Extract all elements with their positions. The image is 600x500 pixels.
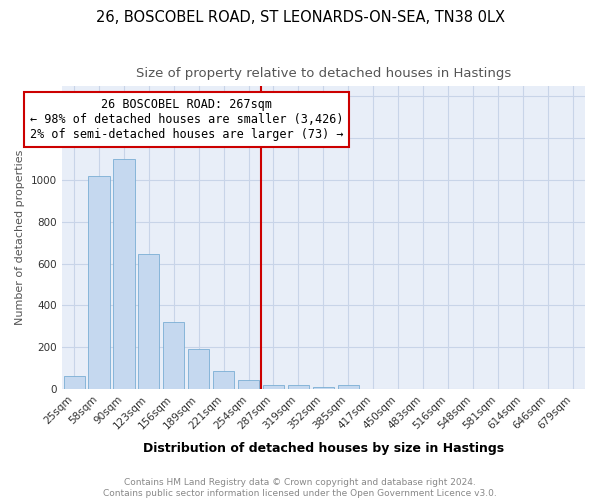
Text: 26 BOSCOBEL ROAD: 267sqm
← 98% of detached houses are smaller (3,426)
2% of semi: 26 BOSCOBEL ROAD: 267sqm ← 98% of detach…	[29, 98, 343, 142]
Bar	[113, 159, 134, 389]
Text: Contains HM Land Registry data © Crown copyright and database right 2024.
Contai: Contains HM Land Registry data © Crown c…	[103, 478, 497, 498]
Bar	[338, 385, 359, 389]
Y-axis label: Number of detached properties: Number of detached properties	[15, 150, 25, 325]
X-axis label: Distribution of detached houses by size in Hastings: Distribution of detached houses by size …	[143, 442, 504, 455]
Bar	[238, 380, 259, 389]
Bar	[163, 322, 184, 389]
Bar	[88, 176, 110, 389]
Bar	[64, 376, 85, 389]
Bar	[188, 350, 209, 389]
Bar	[138, 254, 160, 389]
Bar	[288, 386, 309, 389]
Bar	[313, 386, 334, 389]
Text: 26, BOSCOBEL ROAD, ST LEONARDS-ON-SEA, TN38 0LX: 26, BOSCOBEL ROAD, ST LEONARDS-ON-SEA, T…	[95, 10, 505, 25]
Title: Size of property relative to detached houses in Hastings: Size of property relative to detached ho…	[136, 68, 511, 80]
Bar	[213, 372, 234, 389]
Bar	[263, 384, 284, 389]
